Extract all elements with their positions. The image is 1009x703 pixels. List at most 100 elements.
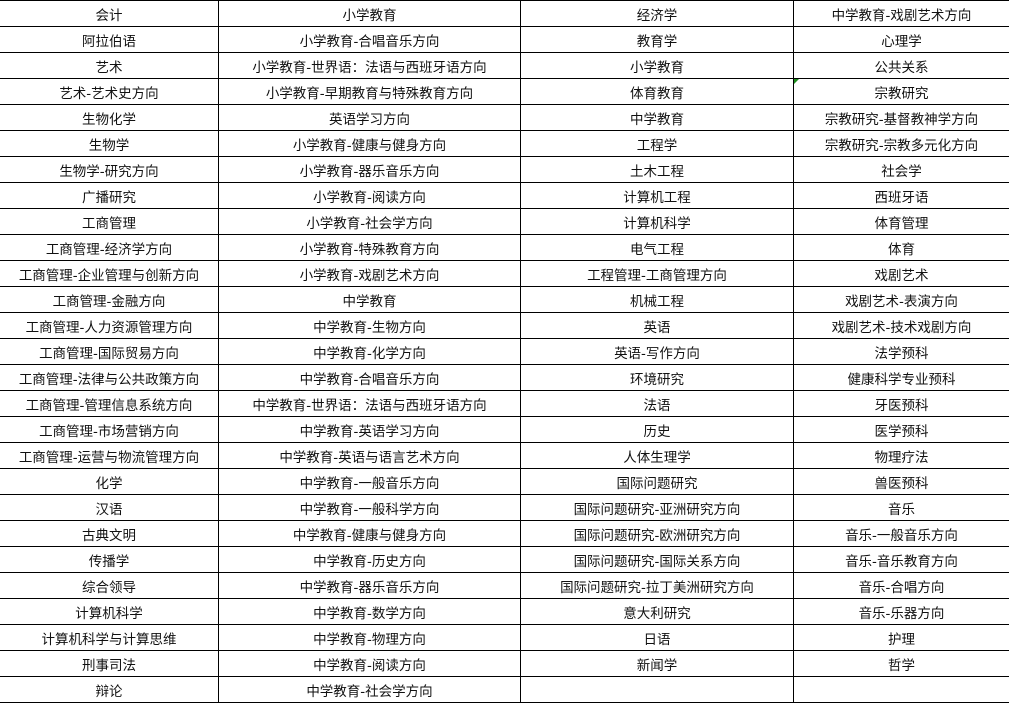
table-cell[interactable]: 小学教育-社会学方向 (218, 208, 521, 235)
table-cell[interactable]: 音乐-一般音乐方向 (793, 520, 1009, 547)
table-cell[interactable]: 宗教研究 (793, 78, 1009, 105)
table-cell[interactable]: 国际问题研究-拉丁美洲研究方向 (520, 572, 794, 599)
table-cell[interactable]: 法语 (520, 390, 794, 417)
table-cell[interactable]: 中学教育-世界语：法语与西班牙语方向 (218, 390, 521, 417)
table-cell[interactable]: 音乐-音乐教育方向 (793, 546, 1009, 573)
table-cell[interactable]: 刑事司法 (0, 650, 219, 677)
table-cell[interactable]: 环境研究 (520, 364, 794, 391)
table-cell[interactable]: 体育管理 (793, 208, 1009, 235)
table-cell[interactable]: 计算机工程 (520, 182, 794, 209)
table-cell[interactable]: 国际问题研究-亚洲研究方向 (520, 494, 794, 521)
table-cell[interactable]: 中学教育-器乐音乐方向 (218, 572, 521, 599)
table-cell[interactable]: 心理学 (793, 26, 1009, 53)
table-cell[interactable]: 中学教育-戏剧艺术方向 (793, 0, 1009, 27)
table-cell[interactable]: 西班牙语 (793, 182, 1009, 209)
table-cell[interactable]: 小学教育-健康与健身方向 (218, 130, 521, 157)
table-cell[interactable] (793, 676, 1009, 703)
table-cell[interactable]: 生物化学 (0, 104, 219, 131)
table-cell[interactable]: 意大利研究 (520, 598, 794, 625)
table-cell[interactable]: 小学教育-戏剧艺术方向 (218, 260, 521, 287)
table-cell[interactable]: 中学教育-英语学习方向 (218, 416, 521, 443)
table-cell[interactable]: 小学教育-合唱音乐方向 (218, 26, 521, 53)
table-cell[interactable]: 小学教育-阅读方向 (218, 182, 521, 209)
table-cell[interactable]: 人体生理学 (520, 442, 794, 469)
table-cell[interactable]: 工商管理-金融方向 (0, 286, 219, 313)
table-cell[interactable]: 电气工程 (520, 234, 794, 261)
table-cell[interactable]: 国际问题研究-国际关系方向 (520, 546, 794, 573)
table-cell[interactable]: 音乐-合唱方向 (793, 572, 1009, 599)
table-cell[interactable]: 传播学 (0, 546, 219, 573)
table-cell[interactable]: 中学教育 (218, 286, 521, 313)
table-cell[interactable]: 中学教育-数学方向 (218, 598, 521, 625)
table-cell[interactable]: 中学教育-英语与语言艺术方向 (218, 442, 521, 469)
table-cell[interactable]: 工程学 (520, 130, 794, 157)
table-cell[interactable]: 古典文明 (0, 520, 219, 547)
table-cell[interactable]: 经济学 (520, 0, 794, 27)
table-cell[interactable]: 医学预科 (793, 416, 1009, 443)
table-cell[interactable]: 工商管理-运营与物流管理方向 (0, 442, 219, 469)
table-cell[interactable]: 英语 (520, 312, 794, 339)
table-cell[interactable]: 工商管理-经济学方向 (0, 234, 219, 261)
table-cell[interactable]: 宗教研究-宗教多元化方向 (793, 130, 1009, 157)
table-cell[interactable]: 艺术-艺术史方向 (0, 78, 219, 105)
table-cell[interactable]: 中学教育-一般科学方向 (218, 494, 521, 521)
table-cell[interactable]: 小学教育-器乐音乐方向 (218, 156, 521, 183)
table-cell[interactable]: 牙医预科 (793, 390, 1009, 417)
table-cell[interactable]: 英语-写作方向 (520, 338, 794, 365)
table-cell[interactable]: 哲学 (793, 650, 1009, 677)
table-cell[interactable]: 音乐 (793, 494, 1009, 521)
table-cell[interactable]: 生物学 (0, 130, 219, 157)
table-cell[interactable]: 化学 (0, 468, 219, 495)
table-cell[interactable]: 工商管理-人力资源管理方向 (0, 312, 219, 339)
table-cell[interactable]: 兽医预科 (793, 468, 1009, 495)
table-cell[interactable]: 小学教育-早期教育与特殊教育方向 (218, 78, 521, 105)
table-cell[interactable]: 戏剧艺术-技术戏剧方向 (793, 312, 1009, 339)
table-cell[interactable]: 工商管理-法律与公共政策方向 (0, 364, 219, 391)
table-cell[interactable]: 工商管理-企业管理与创新方向 (0, 260, 219, 287)
table-cell[interactable]: 戏剧艺术 (793, 260, 1009, 287)
table-cell[interactable] (520, 676, 794, 703)
table-cell[interactable]: 机械工程 (520, 286, 794, 313)
table-cell[interactable]: 体育 (793, 234, 1009, 261)
table-cell[interactable]: 工程管理-工商管理方向 (520, 260, 794, 287)
table-cell[interactable]: 健康科学专业预科 (793, 364, 1009, 391)
table-cell[interactable]: 国际问题研究-欧洲研究方向 (520, 520, 794, 547)
table-cell[interactable]: 综合领导 (0, 572, 219, 599)
table-cell[interactable]: 宗教研究-基督教神学方向 (793, 104, 1009, 131)
table-cell[interactable]: 辩论 (0, 676, 219, 703)
table-cell[interactable]: 英语学习方向 (218, 104, 521, 131)
table-cell[interactable]: 工商管理-管理信息系统方向 (0, 390, 219, 417)
table-cell[interactable]: 护理 (793, 624, 1009, 651)
table-cell[interactable]: 社会学 (793, 156, 1009, 183)
table-cell[interactable]: 工商管理 (0, 208, 219, 235)
table-cell[interactable]: 公共关系 (793, 52, 1009, 79)
table-cell[interactable]: 法学预科 (793, 338, 1009, 365)
table-cell[interactable]: 汉语 (0, 494, 219, 521)
table-cell[interactable]: 计算机科学 (520, 208, 794, 235)
table-cell[interactable]: 计算机科学 (0, 598, 219, 625)
table-cell[interactable]: 土木工程 (520, 156, 794, 183)
table-cell[interactable]: 中学教育 (520, 104, 794, 131)
table-cell[interactable]: 中学教育-化学方向 (218, 338, 521, 365)
table-cell[interactable]: 新闻学 (520, 650, 794, 677)
table-cell[interactable]: 计算机科学与计算思维 (0, 624, 219, 651)
table-cell[interactable]: 会计 (0, 0, 219, 27)
table-cell[interactable]: 阿拉伯语 (0, 26, 219, 53)
table-cell[interactable]: 生物学-研究方向 (0, 156, 219, 183)
table-cell[interactable]: 小学教育-世界语：法语与西班牙语方向 (218, 52, 521, 79)
table-cell[interactable]: 中学教育-合唱音乐方向 (218, 364, 521, 391)
table-cell[interactable]: 中学教育-物理方向 (218, 624, 521, 651)
table-cell[interactable]: 物理疗法 (793, 442, 1009, 469)
table-cell[interactable]: 工商管理-市场营销方向 (0, 416, 219, 443)
table-cell[interactable]: 小学教育 (218, 0, 521, 27)
table-cell[interactable]: 音乐-乐器方向 (793, 598, 1009, 625)
table-cell[interactable]: 工商管理-国际贸易方向 (0, 338, 219, 365)
table-cell[interactable]: 中学教育-一般音乐方向 (218, 468, 521, 495)
table-cell[interactable]: 历史 (520, 416, 794, 443)
table-cell[interactable]: 体育教育 (520, 78, 794, 105)
table-cell[interactable]: 小学教育-特殊教育方向 (218, 234, 521, 261)
table-cell[interactable]: 中学教育-阅读方向 (218, 650, 521, 677)
table-cell[interactable]: 国际问题研究 (520, 468, 794, 495)
table-cell[interactable]: 戏剧艺术-表演方向 (793, 286, 1009, 313)
table-cell[interactable]: 中学教育-生物方向 (218, 312, 521, 339)
